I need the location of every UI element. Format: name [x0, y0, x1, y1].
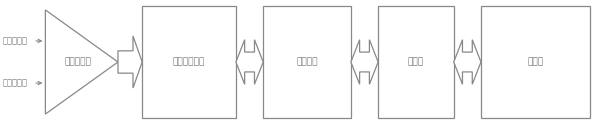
Polygon shape [118, 36, 142, 88]
Polygon shape [236, 40, 263, 84]
Bar [142, 6, 236, 118]
Text: 滤波、运放: 滤波、运放 [65, 58, 91, 66]
Text: 数模转换模块: 数模转换模块 [173, 58, 205, 66]
Bar [263, 6, 351, 118]
Text: 一脉谱信号: 一脉谱信号 [3, 79, 28, 88]
Text: 计算机: 计算机 [528, 58, 543, 66]
Text: 光端模块: 光端模块 [296, 58, 318, 66]
Polygon shape [454, 40, 481, 84]
Text: 一脉谱信号: 一脉谱信号 [3, 36, 28, 45]
Polygon shape [45, 10, 118, 114]
Bar [378, 6, 454, 118]
Polygon shape [351, 40, 378, 84]
Text: 处理器: 处理器 [408, 58, 424, 66]
Bar [481, 6, 590, 118]
